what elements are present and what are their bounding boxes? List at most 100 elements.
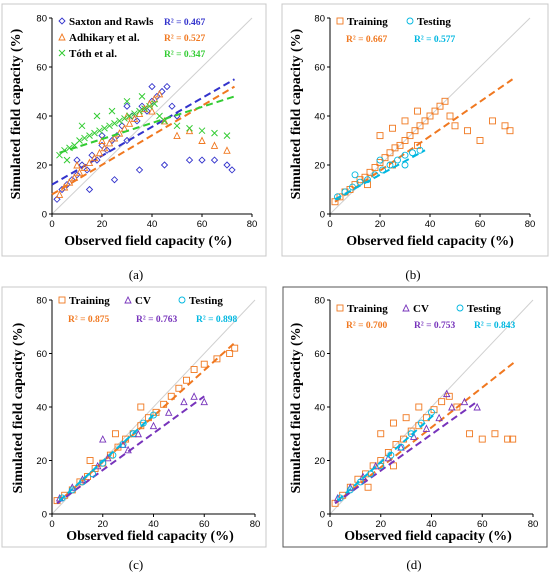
data-point	[81, 134, 88, 142]
legend-marker	[58, 32, 66, 41]
y-tick-label: 0	[42, 510, 47, 521]
plot-area-b: 0 20 40 60 80 0 20 40 60 80 Training R² = 0.667 Test…	[314, 14, 535, 231]
y-tick-label: 80	[314, 14, 325, 25]
data-point	[453, 403, 461, 411]
data-point	[73, 156, 81, 164]
panel-b: 0 20 40 60 80 0 20 40 60 80 Training R² = 0.667 Test…	[281, 3, 549, 282]
data-point	[93, 461, 102, 470]
r-squared-label: R² = 0.347	[164, 50, 205, 60]
data-point	[108, 107, 116, 115]
data-point	[491, 430, 499, 438]
data-point	[168, 102, 176, 110]
data-point	[210, 141, 219, 149]
data-point	[336, 494, 344, 502]
legend-label: Saxton and Rawls	[69, 16, 154, 28]
legend-label: Training	[69, 295, 110, 307]
data-point	[402, 414, 410, 422]
x-tick-label: 80	[528, 519, 539, 530]
x-tick-label: 60	[197, 219, 208, 230]
r-squared-label: R² = 0.527	[164, 34, 205, 44]
r-squared-label: R² = 0.875	[68, 315, 109, 325]
y-axis-label-b: Simulated field capacity (%)	[289, 28, 304, 199]
x-tick-label: 0	[327, 519, 332, 530]
series-testing	[58, 411, 157, 502]
data-point	[190, 392, 198, 400]
data-point	[198, 127, 206, 135]
legend-marker	[58, 296, 66, 304]
data-point	[371, 461, 380, 470]
data-point	[135, 166, 144, 174]
data-point	[104, 453, 112, 462]
data-point	[442, 389, 451, 398]
trend-line	[58, 414, 155, 502]
data-point	[95, 148, 104, 157]
data-point	[356, 176, 364, 184]
r-squared-label: R² = 0.577	[414, 35, 455, 45]
series-testing	[334, 146, 426, 201]
data-point	[103, 146, 111, 154]
data-point	[379, 166, 386, 174]
data-point	[394, 156, 401, 164]
trend-line	[59, 95, 235, 154]
data-point	[151, 100, 158, 108]
data-point	[464, 127, 471, 135]
data-point	[198, 156, 206, 164]
data-point	[148, 82, 156, 91]
data-point	[509, 435, 517, 443]
data-point	[389, 124, 396, 132]
y-tick-label: 0	[42, 210, 47, 221]
data-point	[414, 107, 421, 115]
data-point	[111, 119, 118, 127]
r-squared-label: R² = 0.898	[196, 315, 237, 325]
data-point	[155, 89, 164, 98]
legend-marker	[178, 296, 186, 304]
r-squared-label: R² = 0.843	[474, 321, 515, 331]
data-point	[336, 193, 344, 201]
data-point	[411, 127, 419, 135]
data-point	[116, 117, 123, 125]
data-point	[58, 494, 66, 502]
x-tick-label: 40	[147, 219, 158, 230]
y-tick-label: 40	[314, 112, 325, 123]
data-point	[438, 398, 446, 406]
data-point	[448, 402, 456, 411]
x-tick-label: 40	[426, 519, 437, 530]
data-point	[58, 185, 66, 194]
data-point	[180, 397, 188, 406]
data-point	[148, 107, 156, 115]
one-to-one-line	[51, 17, 253, 215]
data-point	[93, 112, 101, 120]
series-testing	[336, 408, 438, 502]
y-tick-label: 0	[320, 210, 325, 221]
data-point	[75, 168, 84, 176]
legend-label: Adhikary et al.	[69, 32, 140, 44]
data-point	[150, 94, 159, 103]
data-point	[85, 158, 94, 167]
series-t-th-et-al-	[56, 93, 235, 164]
y-axis-label-d: Simulated field capacity (%)	[289, 322, 304, 493]
plot-area-a: 0 20 40 60 80 0 20 40 60 80 Saxton and Rawls R² = 0…	[36, 14, 257, 231]
data-point	[125, 119, 134, 127]
data-point	[489, 117, 496, 125]
data-point	[101, 124, 108, 132]
data-point	[146, 102, 153, 110]
data-point	[226, 350, 234, 357]
data-point	[376, 156, 384, 164]
data-point	[136, 107, 143, 115]
panel-letter-a: (a)	[129, 267, 143, 282]
r-squared-label: R² = 0.467	[164, 18, 205, 28]
legend-label: Tóth et al.	[69, 48, 117, 60]
data-point	[158, 87, 166, 96]
trend-line	[51, 78, 235, 186]
data-point	[416, 122, 424, 130]
panel-letter-c: (c)	[129, 557, 143, 572]
data-point	[200, 397, 208, 406]
data-point	[126, 112, 133, 120]
data-point	[478, 435, 486, 443]
data-point	[123, 97, 131, 105]
legend-marker	[456, 304, 464, 312]
data-point	[88, 151, 96, 159]
y-tick-label: 80	[36, 14, 47, 25]
panel-d: 0 20 40 60 80 0 20 40 60 80 Training R² = 0.700 CV R²…	[282, 286, 548, 572]
data-point	[389, 462, 397, 470]
